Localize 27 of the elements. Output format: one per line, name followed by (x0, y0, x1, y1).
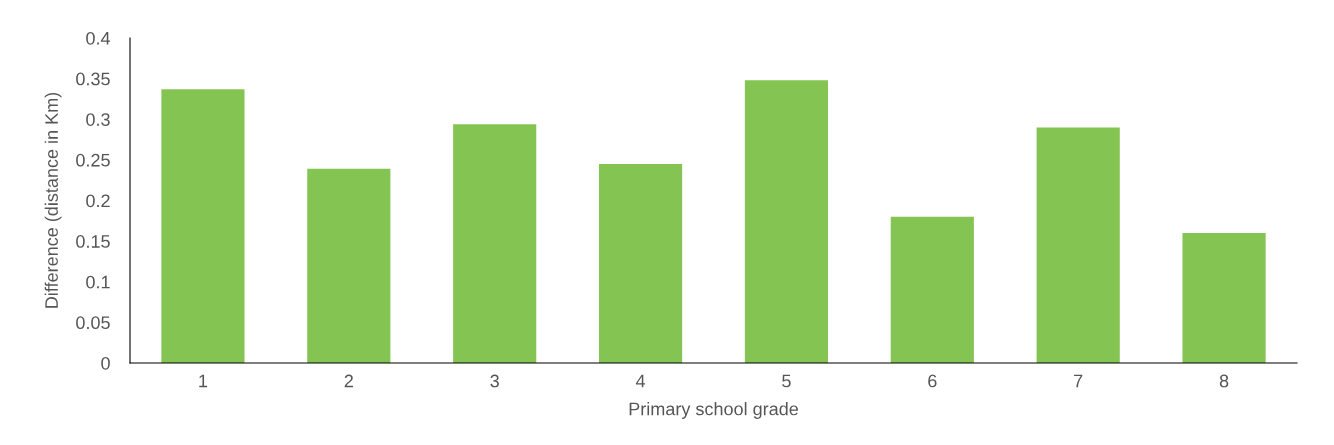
bar (598, 163, 683, 363)
x-tick-label: 2 (344, 374, 353, 388)
x-tick-label: 7 (1074, 374, 1083, 388)
x-axis-title: Primary school grade (629, 402, 798, 419)
y-tick-label: 0.25 (76, 153, 110, 167)
y-tick-label: 0.1 (86, 275, 110, 289)
x-tick-label: 5 (782, 374, 791, 388)
bar (161, 89, 245, 363)
x-tick-label: 1 (199, 374, 208, 388)
x-tick-label: 6 (928, 374, 937, 388)
x-tick-label: 3 (490, 374, 499, 388)
y-axis-title: Difference (distance in Km) (44, 92, 62, 308)
bar (744, 80, 829, 363)
y-tick-label: 0 (101, 356, 110, 370)
bar (453, 124, 537, 363)
y-tick-label: 0.3 (86, 113, 110, 126)
y-tick-label: 0.35 (76, 72, 110, 86)
bar (307, 168, 391, 363)
bar (1182, 233, 1266, 363)
y-tick-label: 0.05 (76, 316, 110, 330)
y-tick-label: 0.4 (86, 31, 111, 45)
x-tick-label: 4 (635, 374, 646, 388)
y-tick-label: 0.15 (76, 235, 110, 248)
x-tick-label: 8 (1219, 374, 1229, 388)
y-tick-label: 0.2 (86, 194, 110, 208)
bar (890, 216, 974, 363)
bar (1036, 127, 1120, 363)
